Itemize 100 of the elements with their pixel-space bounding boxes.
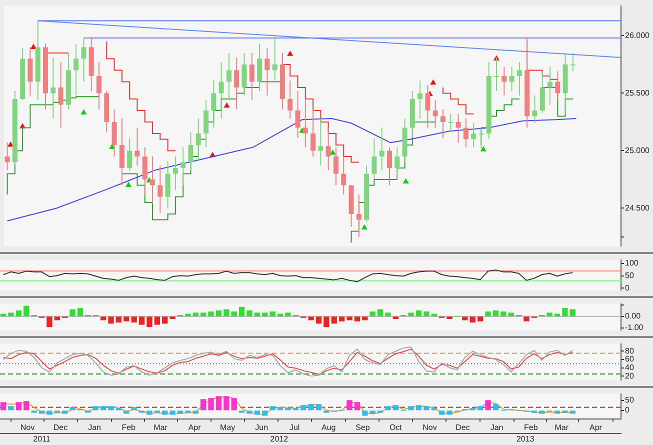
x-tick-label: Sep (356, 422, 370, 432)
candlestick (456, 113, 461, 144)
bar (362, 410, 368, 416)
y-tick-label: 50 (625, 271, 634, 280)
bar (162, 410, 168, 415)
bar (370, 410, 376, 414)
candlestick (28, 46, 33, 96)
candlestick (509, 66, 514, 92)
bar (477, 406, 484, 410)
bar (116, 316, 122, 322)
candlestick (150, 156, 156, 204)
bar (146, 316, 152, 328)
bar (8, 406, 14, 410)
point (80, 109, 87, 115)
bar (346, 316, 352, 320)
bar (546, 312, 552, 316)
candlestick (540, 70, 545, 114)
bar (124, 316, 130, 322)
candlestick (180, 146, 186, 186)
bar (16, 402, 22, 410)
bar (216, 396, 222, 410)
candlestick (548, 66, 553, 106)
candlestick (302, 100, 308, 148)
bar (354, 316, 360, 322)
bar (254, 410, 260, 415)
bar (439, 410, 445, 415)
candlestick (112, 108, 117, 157)
bar (485, 312, 491, 316)
candlestick (158, 165, 163, 214)
candlestick (226, 52, 232, 101)
bar (177, 410, 184, 414)
candlestick (379, 127, 384, 171)
candlestick (418, 80, 423, 120)
bar (554, 410, 560, 414)
candlestick (471, 122, 476, 148)
x-tick-label: Dec (53, 422, 68, 432)
bar (231, 312, 237, 316)
candlestick (288, 80, 293, 120)
x2-tick-label: 2013 (516, 434, 535, 444)
bar (0, 314, 6, 316)
x-tick-label: Mar (554, 422, 569, 432)
bar (416, 405, 422, 410)
candlestick (134, 127, 140, 166)
candlestick (188, 132, 194, 171)
y-tick-label: 60 (625, 354, 634, 364)
bar (554, 314, 560, 316)
y-tick-label: 40 (625, 362, 634, 372)
candlestick (218, 62, 224, 120)
candlestick (372, 138, 377, 180)
bar (24, 401, 30, 410)
bar (54, 316, 60, 320)
bar (200, 399, 206, 410)
x-tick-label: Aug (322, 422, 336, 432)
candlestick (50, 57, 56, 120)
candlestick (96, 62, 102, 110)
bar (316, 316, 322, 324)
bar (100, 406, 106, 410)
bar (108, 406, 114, 410)
point (125, 182, 132, 187)
bar (270, 312, 276, 316)
bar (500, 312, 506, 316)
bar (392, 405, 399, 410)
bar (277, 407, 284, 410)
bar (354, 402, 360, 410)
bar (254, 312, 260, 316)
point (430, 79, 436, 85)
candlestick (502, 66, 507, 96)
point (287, 50, 294, 56)
candlestick (333, 146, 338, 186)
candlestick (142, 146, 148, 195)
y-tick-label: 26.000 (625, 30, 650, 40)
point (30, 44, 37, 49)
x2-tick-label: 2011 (33, 434, 51, 444)
bar (346, 400, 352, 410)
bar (385, 406, 391, 410)
bar (362, 316, 368, 320)
bar (446, 316, 452, 320)
bar (316, 404, 322, 410)
candlestick (318, 118, 324, 166)
bar (308, 316, 314, 320)
candlestick (341, 156, 346, 195)
bar (324, 316, 330, 328)
y-tick-label: 0 (625, 406, 630, 415)
x-tick-label: Dec (456, 422, 470, 432)
y-tick-label: 0.00 (625, 312, 642, 321)
bar (24, 306, 30, 316)
bar (154, 316, 160, 325)
candlestick (196, 118, 201, 162)
bar (216, 310, 222, 316)
candlestick (386, 146, 392, 186)
bar (462, 316, 468, 320)
candlestick (356, 194, 362, 238)
candlestick (570, 52, 576, 72)
bar (570, 410, 576, 414)
bar (108, 316, 114, 324)
bar (224, 309, 230, 316)
y-tick-label: 80 (625, 346, 634, 356)
y-tick-label: -1.00 (625, 323, 644, 332)
bar (270, 406, 276, 410)
candlestick (478, 127, 484, 149)
